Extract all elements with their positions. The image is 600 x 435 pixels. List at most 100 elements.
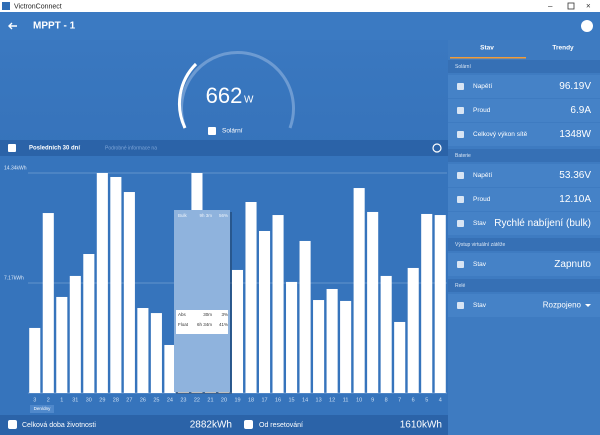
bar <box>231 269 244 393</box>
x-tick-label: 8 <box>385 397 388 403</box>
row-icon <box>457 131 464 138</box>
x-tick-label: 6 <box>412 397 415 403</box>
tooltip-box <box>176 310 228 334</box>
bar <box>434 215 446 393</box>
minimize[interactable]: – <box>548 2 553 11</box>
x-tick-label: 24 <box>167 397 173 403</box>
status-row <box>448 212 600 235</box>
x-tick-label: 16 <box>275 397 281 403</box>
bar <box>83 254 95 393</box>
row-icon <box>457 196 464 203</box>
bar <box>137 308 149 393</box>
section-header <box>448 238 600 251</box>
row-value: Rychlé nabíjení (bulk) <box>494 218 591 229</box>
x-tick-label: 29 <box>99 397 105 403</box>
x-tick-label: 3 <box>33 397 36 403</box>
tooltip <box>174 210 230 392</box>
bar <box>56 296 68 393</box>
section-header <box>448 279 600 292</box>
gauge-unit: W <box>244 95 254 106</box>
gauge-value: 662 <box>206 83 243 108</box>
x-tick-label: 17 <box>261 397 267 403</box>
row-value: 12.10A <box>559 194 591 205</box>
save-button[interactable] <box>8 144 16 152</box>
x-tick-label: 14 <box>302 397 308 403</box>
status-row <box>448 253 600 276</box>
row-icon <box>457 220 464 227</box>
row-label: Proud <box>473 196 491 203</box>
x-tick-label: 9 <box>371 397 374 403</box>
x-tick-label: 19 <box>234 397 240 403</box>
x-tick-label: 10 <box>356 397 362 403</box>
bar <box>258 230 271 393</box>
status-panel: Stav Trendy Solární Napětí 96.19V Proud 6.9A Ce… <box>448 45 600 317</box>
bar <box>299 240 311 393</box>
lifetime-label: Celková doba životnosti <box>22 422 96 429</box>
history-button[interactable] <box>432 143 442 153</box>
status-row <box>448 75 600 98</box>
solar-icon <box>208 127 216 135</box>
dropdown-arrow[interactable] <box>585 304 591 307</box>
close[interactable]: × <box>586 2 591 11</box>
x-tick-label: 12 <box>329 397 335 403</box>
device-title: MPPT - 1 <box>33 21 76 32</box>
row-value[interactable]: Rozpojeno <box>543 301 582 310</box>
bar <box>164 344 176 393</box>
period-label[interactable]: Posledních 30 dní <box>29 146 80 152</box>
tab[interactable]: Trendy <box>552 45 574 52</box>
status-row <box>448 164 600 187</box>
section-title: Výstup virtuální zátěže <box>455 242 506 248</box>
row-value: 6.9A <box>570 105 591 116</box>
tooltip-cell: 56% <box>219 213 228 218</box>
y-tick-label: 7.17kWh <box>4 275 24 281</box>
tab-indicator <box>450 57 526 59</box>
x-tick-label: 28 <box>113 397 119 403</box>
section-title: Relé <box>455 283 466 289</box>
maximize[interactable] <box>567 2 575 10</box>
row-icon <box>457 302 464 309</box>
row-icon <box>457 172 464 179</box>
lifetime-icon <box>8 420 17 429</box>
x-tick-label: 22 <box>194 397 200 403</box>
x-tick-label: 7 <box>398 397 401 403</box>
x-tick-label: 15 <box>289 397 295 403</box>
tooltip-cell: 9h 3m <box>199 213 212 218</box>
tab[interactable]: Stav <box>480 45 494 52</box>
x-tick-label: 18 <box>248 397 254 403</box>
x-tick-label: 20 <box>221 397 227 403</box>
row-value: Zapnuto <box>554 259 591 270</box>
bar <box>245 201 257 393</box>
tooltip-cell: Float <box>178 322 189 327</box>
row-label: Napětí <box>473 172 492 179</box>
tooltip-cell: 41% <box>219 322 228 327</box>
x-tick-label: 26 <box>140 397 146 403</box>
info-label: Podrobné informace na <box>105 145 157 151</box>
bar <box>150 313 162 393</box>
x-tick-label: 4 <box>439 397 442 403</box>
bar <box>394 321 406 393</box>
toolbar <box>0 140 448 156</box>
bar <box>353 188 365 393</box>
bar <box>421 213 433 393</box>
bar <box>29 327 41 393</box>
reset-label: Od resetování <box>259 422 303 429</box>
bar <box>340 300 352 393</box>
bar <box>367 211 379 393</box>
window-title: VictronConnect <box>14 3 62 10</box>
bar <box>272 215 284 393</box>
bar <box>286 281 298 393</box>
unit-button[interactable] <box>30 405 54 413</box>
tooltip-cell: 30m <box>203 312 212 317</box>
settings-button[interactable] <box>581 20 593 32</box>
bar <box>42 213 54 393</box>
back-button[interactable] <box>8 22 17 30</box>
bar <box>313 300 325 393</box>
unit-button-label: Den/dny <box>34 406 52 411</box>
status-row <box>448 99 600 122</box>
lifetime-value: 2882kWh <box>190 420 232 431</box>
section-header <box>448 149 600 162</box>
app-icon <box>2 2 10 10</box>
x-tick-label: 27 <box>126 397 132 403</box>
